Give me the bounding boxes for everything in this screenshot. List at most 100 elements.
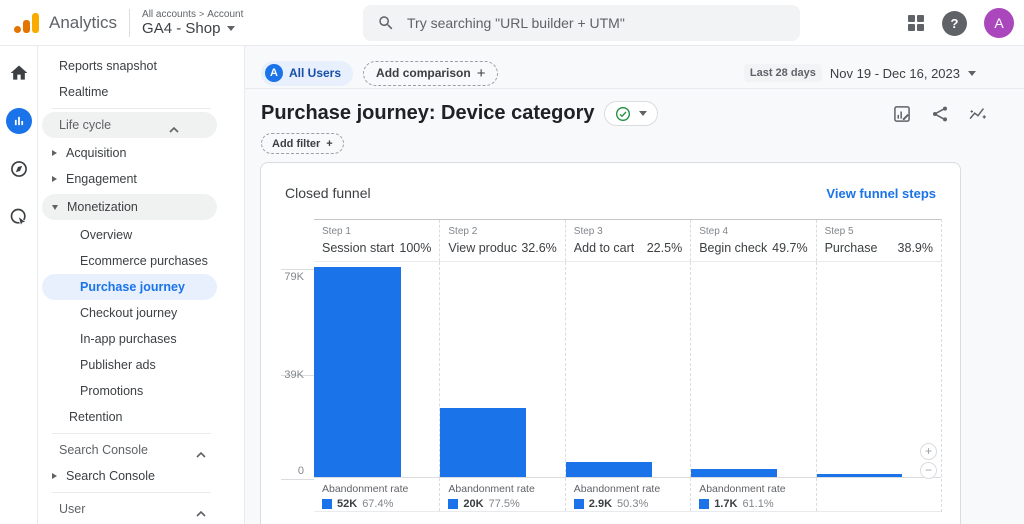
sidebar-item-promotions[interactable]: Promotions (39, 378, 244, 404)
y-axis: 79K 39K 0 (273, 263, 314, 480)
step-completion-rate: 100% (399, 241, 432, 255)
sidebar-item-in-app-purchases[interactable]: In-app purchases (39, 326, 244, 352)
view-funnel-steps-link[interactable]: View funnel steps (826, 185, 936, 201)
y-tick-line (281, 269, 314, 270)
legend-swatch-icon (322, 499, 332, 509)
sidebar-item-publisher-ads[interactable]: Publisher ads (39, 352, 244, 378)
abandonment-cell-1: Abandonment rate 52K 67.4% (314, 478, 439, 511)
add-comparison-button[interactable]: Add comparison + (363, 60, 499, 86)
sidebar-item-purchase-journey[interactable]: Purchase journey (42, 274, 217, 300)
apps-grid-icon[interactable] (907, 14, 925, 32)
step-name-row: Add to cart 22.5% (566, 237, 690, 255)
advertising-icon[interactable] (6, 204, 32, 230)
add-filter-label: Add filter (272, 137, 321, 150)
zoom-in-button[interactable]: + (920, 443, 937, 460)
step-name: Purchase (824, 241, 878, 255)
sidebar-divider (52, 433, 211, 434)
funnel-bar-add-to-cart[interactable] (565, 462, 652, 477)
home-icon[interactable] (6, 60, 32, 86)
sidebar-section-search-console[interactable]: Search Console (39, 437, 244, 463)
add-filter-button[interactable]: Add filter + (261, 133, 344, 154)
zoom-out-button[interactable]: − (920, 462, 937, 479)
abandonment-values: 2.9K 50.3% (566, 495, 690, 510)
chevron-down-icon (639, 111, 648, 116)
analytics-logo-icon[interactable] (14, 12, 39, 33)
triangle-right-icon (52, 473, 57, 479)
abandonment-values: 1.7K 61.1% (691, 495, 815, 510)
sidebar-divider (52, 108, 211, 109)
closed-funnel-card: Closed funnel View funnel steps Step 1 Se… (260, 162, 961, 524)
abandonment-rate-label: Abandonment rate (322, 483, 409, 495)
help-icon[interactable]: ? (942, 10, 967, 36)
step-name: View product (448, 241, 518, 255)
funnel-step-header-5[interactable]: Step 5 Purchase 38.9% (815, 220, 941, 261)
sidebar-item-search-console[interactable]: Search Console (39, 463, 244, 489)
abandonment-cell-5 (815, 478, 941, 511)
sidebar-item-ecommerce-purchases[interactable]: Ecommerce purchases (39, 248, 244, 274)
account-switcher[interactable]: All accounts > Account GA4 - Shop (142, 9, 243, 37)
funnel-abandonment-row: Abandonment rate 52K 67.4% Abandonment rate… (314, 478, 941, 512)
breadcrumb-root[interactable]: All accounts (142, 8, 196, 20)
all-users-chip[interactable]: A All Users (261, 60, 354, 86)
funnel-bar-purchase[interactable] (816, 474, 903, 477)
sidebar-item-label: Promotions (80, 384, 144, 398)
search-bar[interactable] (363, 5, 800, 41)
section-divider (245, 88, 1024, 89)
report-actions (892, 104, 988, 124)
sidebar-item-label: Retention (69, 410, 123, 424)
sidebar-item-checkout-journey[interactable]: Checkout journey (39, 300, 244, 326)
funnel-step-header-1[interactable]: Step 1 Session start 100% (314, 220, 439, 261)
sidebar-item-acquisition[interactable]: Acquisition (39, 140, 244, 166)
sidebar-item-label: Engagement (66, 172, 137, 186)
date-range-picker[interactable]: Last 28 days Nov 19 - Dec 16, 2023 (743, 64, 976, 82)
comparison-bar: A All Users Add comparison + Last 28 day… (245, 46, 1024, 88)
sidebar-item-label: Search Console (66, 469, 155, 483)
breadcrumb-current[interactable]: Account (207, 8, 244, 20)
step-name-row: Purchase 38.9% (817, 237, 941, 255)
insights-icon[interactable] (968, 104, 988, 124)
chevron-down-icon (227, 25, 236, 31)
step-name: Begin check... (699, 241, 768, 255)
abandonment-count: 1.7K (714, 498, 738, 510)
sidebar-item-reports-snapshot[interactable]: Reports snapshot (39, 53, 244, 79)
funnel-bar-session-start[interactable] (314, 267, 401, 477)
reports-icon[interactable] (5, 108, 32, 134)
abandonment-count: 20K (463, 498, 484, 510)
check-circle-icon (616, 106, 631, 121)
funnel-bar-view-product[interactable] (440, 408, 527, 477)
header-actions: ? A (907, 0, 1014, 46)
sidebar-item-engagement[interactable]: Engagement (39, 166, 244, 192)
avatar[interactable]: A (984, 8, 1014, 38)
sidebar-item-label: In-app purchases (80, 332, 177, 346)
share-icon[interactable] (930, 104, 950, 124)
abandonment-rate-value: 50.3% (617, 498, 649, 510)
reports-nav: Reports snapshot Realtime Life cycle Acquis… (39, 46, 245, 524)
sidebar-item-overview[interactable]: Overview (39, 222, 244, 248)
step-name-row: Session start 100% (314, 237, 439, 255)
date-preset-label: Last 28 days (743, 64, 822, 82)
funnel-step-headers: Step 1 Session start 100% Step 2 View produc… (314, 219, 941, 262)
sidebar-item-monetization[interactable]: Monetization (42, 194, 217, 220)
funnel-bar-column-3 (564, 262, 690, 477)
property-name: GA4 - Shop (142, 19, 221, 37)
explore-icon[interactable] (6, 156, 32, 182)
funnel-step-header-2[interactable]: Step 2 View product 32.6% (439, 220, 564, 261)
sidebar-section-life-cycle[interactable]: Life cycle (42, 112, 217, 138)
triangle-right-icon (52, 176, 57, 182)
sidebar-item-retention[interactable]: Retention (39, 404, 244, 430)
funnel-step-header-3[interactable]: Step 3 Add to cart 22.5% (564, 220, 690, 261)
report-main: A All Users Add comparison + Last 28 day… (245, 46, 1024, 524)
step-name-row: Begin check... 49.7% (691, 237, 815, 255)
funnel-step-header-4[interactable]: Step 4 Begin check... 49.7% (690, 220, 815, 261)
report-title-row: Purchase journey: Device category (245, 89, 1024, 126)
legend-swatch-icon (699, 499, 710, 509)
sidebar-item-realtime[interactable]: Realtime (39, 79, 244, 105)
customize-report-icon[interactable] (892, 104, 912, 124)
search-input[interactable] (407, 15, 786, 31)
sidebar-section-user[interactable]: User (39, 496, 244, 522)
funnel-bar-begin-check[interactable] (691, 469, 778, 477)
sidebar-section-label: Search Console (59, 443, 148, 457)
report-status-badge[interactable] (604, 101, 659, 126)
sidebar-item-label: Overview (80, 228, 133, 242)
